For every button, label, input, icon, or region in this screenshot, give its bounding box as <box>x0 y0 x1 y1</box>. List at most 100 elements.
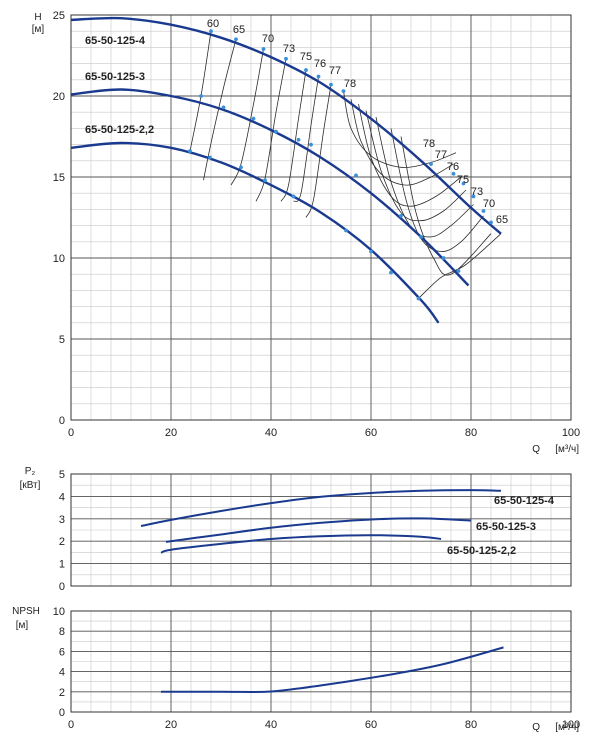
x-tick-label: 20 <box>165 719 177 731</box>
y-axis-label: NPSH <box>12 606 40 617</box>
curve-marker <box>341 89 346 94</box>
curve-marker <box>441 256 446 260</box>
y-tick-label: 0 <box>59 581 65 593</box>
curve-marker <box>261 47 266 51</box>
y-tick-label: 10 <box>53 253 65 265</box>
efficiency-line-12 <box>390 128 484 252</box>
curve-marker <box>291 194 296 199</box>
x-axis-label: Q <box>532 444 540 455</box>
grid-panel-2 <box>70 610 572 713</box>
efficiency-label: 75 <box>457 174 469 186</box>
efficiency-label: 70 <box>262 33 274 45</box>
curve-marker <box>429 162 433 166</box>
plot-frame <box>70 14 572 421</box>
curve-marker <box>451 171 456 176</box>
curve-marker <box>489 220 493 225</box>
efficiency-line-6 <box>305 84 332 218</box>
y-tick-label: 5 <box>59 334 65 346</box>
efficiency-label: 77 <box>329 65 341 77</box>
curve-marker <box>188 149 192 153</box>
y-tick-label: 4 <box>59 667 65 679</box>
y-tick-label: 20 <box>53 91 65 103</box>
efficiency-label: 65 <box>233 24 245 36</box>
efficiency-label: 60 <box>207 18 219 30</box>
series-line-1-2 <box>160 534 442 554</box>
x-tick-label: 60 <box>365 427 377 439</box>
y-tick-label: 8 <box>59 626 65 638</box>
curve-marker <box>419 235 423 239</box>
efficiency-line-1 <box>203 39 237 181</box>
plot-frame <box>70 610 572 713</box>
curve-marker <box>208 155 212 160</box>
y-axis-label: H <box>34 12 41 23</box>
y-axis-unit: [м] <box>32 24 45 35</box>
grid-panel-1 <box>70 473 572 587</box>
efficiency-label: 73 <box>283 43 295 55</box>
y-tick-label: 2 <box>59 687 65 699</box>
efficiency-line-9 <box>358 104 462 207</box>
curve-marker <box>251 116 256 121</box>
efficiency-line-8 <box>350 99 454 186</box>
x-axis-unit: [м³/ч] <box>555 444 579 455</box>
curve-marker <box>461 181 466 186</box>
curve-marker <box>274 129 278 134</box>
y-tick-label: 3 <box>59 514 65 526</box>
x-axis-label: Q <box>532 722 540 733</box>
series-line-2-0 <box>161 646 504 694</box>
curve-marker <box>284 56 288 61</box>
grid-panel-0 <box>70 14 572 421</box>
y-axis-label: P₂ <box>25 466 36 477</box>
curve-marker <box>221 105 226 110</box>
efficiency-label: 75 <box>300 51 312 63</box>
series-line-0-0 <box>70 16 502 235</box>
curve-marker <box>304 68 308 72</box>
curve-marker <box>239 165 243 170</box>
x-tick-label: 60 <box>365 719 377 731</box>
y-tick-label: 15 <box>53 172 65 184</box>
series-label: 65-50-125-4 <box>85 35 146 47</box>
series-label: 65-50-125-4 <box>494 495 555 507</box>
efficiency-line-10 <box>365 110 467 222</box>
efficiency-label: 78 <box>344 78 356 90</box>
efficiency-line-3 <box>255 58 287 202</box>
series-label: 65-50-125-3 <box>476 521 536 533</box>
y-tick-label: 2 <box>59 536 65 548</box>
curve-marker <box>234 37 238 42</box>
curve-marker <box>456 269 461 273</box>
x-tick-label: 0 <box>68 427 74 439</box>
efficiency-label: 77 <box>435 149 447 161</box>
x-tick-label: 20 <box>165 427 177 439</box>
y-tick-label: 10 <box>53 606 65 618</box>
curve-marker <box>481 209 486 213</box>
efficiency-line-4 <box>280 70 307 202</box>
curve-marker <box>389 270 393 275</box>
y-tick-label: 25 <box>53 10 65 22</box>
series-line-1-0 <box>140 489 502 527</box>
curve-marker <box>209 29 213 34</box>
x-tick-label: 80 <box>465 719 477 731</box>
efficiency-line-2 <box>230 48 264 186</box>
curve-marker <box>296 137 301 142</box>
efficiency-label: 76 <box>447 161 459 173</box>
y-tick-label: 1 <box>59 559 65 571</box>
series-line-0-2 <box>70 141 440 324</box>
y-tick-label: 0 <box>59 415 65 427</box>
curve-marker <box>369 249 373 254</box>
x-tick-label: 80 <box>465 427 477 439</box>
y-axis-unit: [кВт] <box>20 480 41 491</box>
series-line-1-1 <box>165 517 472 543</box>
curve-marker <box>416 296 421 301</box>
efficiency-label: 76 <box>314 58 326 70</box>
x-tick-label: 40 <box>265 427 277 439</box>
y-tick-label: 6 <box>59 646 65 658</box>
series-label: 65-50-125-2,2 <box>85 124 154 136</box>
curve-marker <box>309 142 313 147</box>
series-label: 65-50-125-2,2 <box>447 545 516 557</box>
y-tick-label: 0 <box>59 707 65 719</box>
series-line-0-1 <box>70 88 470 287</box>
curve-marker <box>344 228 348 233</box>
efficiency-line-13 <box>400 136 492 276</box>
plot-frame <box>70 473 572 587</box>
x-tick-label: 40 <box>265 719 277 731</box>
efficiency-line-5 <box>293 76 319 202</box>
